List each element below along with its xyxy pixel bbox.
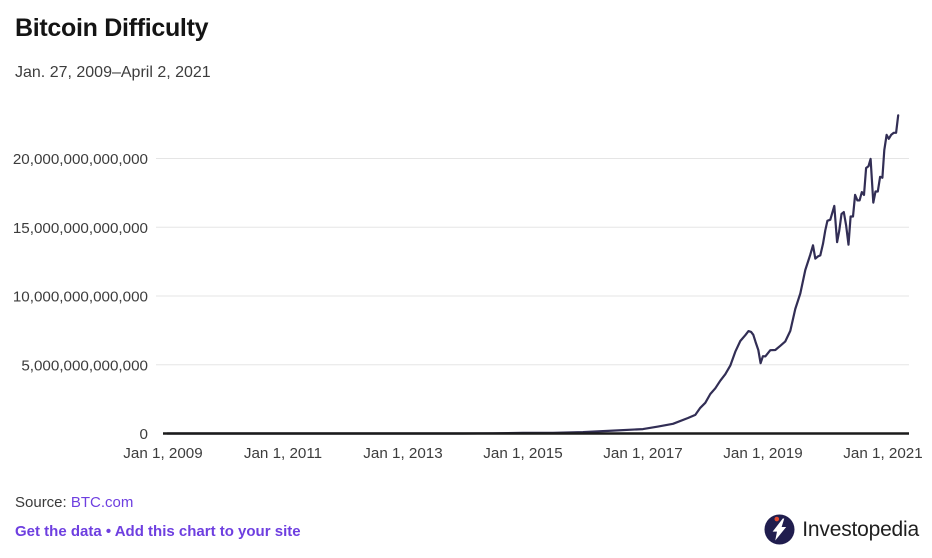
- add-chart-link[interactable]: Add this chart to your site: [114, 523, 301, 540]
- x-axis-tick-label: Jan 1, 2019: [723, 445, 802, 462]
- y-axis-tick-label: 15,000,000,000,000: [13, 220, 148, 237]
- date-range-subtitle: Jan. 27, 2009–April 2, 2021: [15, 64, 211, 81]
- source-label: Source:: [15, 494, 71, 511]
- y-axis-tick-label: 10,000,000,000,000: [13, 289, 148, 306]
- x-axis-tick-label: Jan 1, 2017: [603, 445, 682, 462]
- investopedia-wordmark: Investopedia: [802, 517, 919, 541]
- y-axis-tick-label: 5,000,000,000,000: [21, 357, 148, 374]
- source-link[interactable]: BTC.com: [70, 494, 134, 511]
- link-separator: •: [101, 523, 115, 540]
- x-axis-tick-label: Jan 1, 2009: [123, 445, 202, 462]
- difficulty-line-series: [166, 114, 900, 435]
- y-axis-tick-label: 20,000,000,000,000: [13, 151, 148, 168]
- x-axis-tick-label: Jan 1, 2015: [483, 445, 562, 462]
- x-axis-tick-label: Jan 1, 2011: [244, 445, 322, 462]
- investopedia-logo: Investopedia: [764, 514, 919, 545]
- x-axis-tick-label: Jan 1, 2013: [363, 445, 442, 462]
- x-axis-tick-label: Jan 1, 2021: [843, 445, 922, 462]
- footer-links: Get the data • Add this chart to your si…: [15, 523, 301, 540]
- source-line: Source: BTC.com: [15, 494, 133, 511]
- investopedia-circle-bolt-icon: [764, 514, 795, 545]
- get-the-data-link[interactable]: Get the data: [15, 523, 102, 540]
- y-axis-tick-label: 0: [140, 426, 148, 443]
- page-title: Bitcoin Difficulty: [15, 14, 209, 42]
